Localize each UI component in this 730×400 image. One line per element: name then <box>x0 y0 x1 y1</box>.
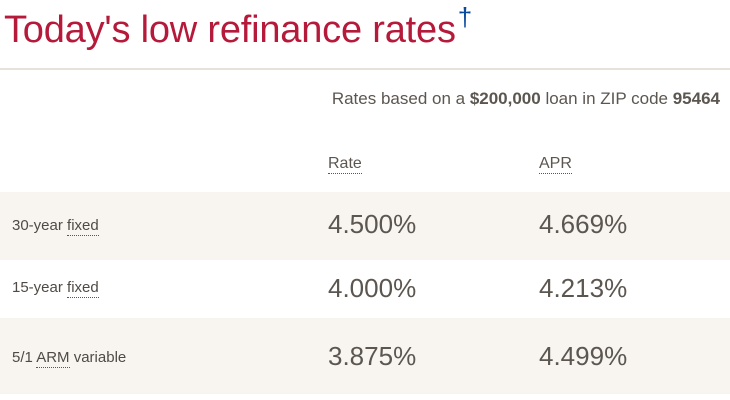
loan-note-middle: loan in ZIP code <box>540 89 673 108</box>
loan-amount: $200,000 <box>469 89 541 108</box>
page-title: Today's low refinance rates† <box>4 2 473 59</box>
term-text: 15-year <box>12 279 63 296</box>
page-title-text: Today's low refinance rates <box>4 9 456 51</box>
rate-header-label[interactable]: Rate <box>328 155 362 174</box>
arm-term-link[interactable]: ARM <box>36 349 70 368</box>
apr-value: 4.669% <box>539 209 628 239</box>
rate-value: 4.000% <box>328 273 417 303</box>
rate-value: 4.500% <box>328 209 417 239</box>
term-label: 30-year fixed <box>12 216 99 236</box>
table-row-15-year-fixed: 15-year fixed 4.000% 4.213% <box>0 260 730 328</box>
apr-value: 4.213% <box>539 273 628 303</box>
term-suffix: variable <box>73 349 127 366</box>
apr-header-label[interactable]: APR <box>539 155 572 174</box>
table-row-30-year-fixed: 30-year fixed 4.500% 4.669% <box>0 192 730 260</box>
term-label: 5/1 ARM variable <box>12 348 126 368</box>
rate-value: 3.875% <box>328 341 417 371</box>
header-divider <box>0 68 730 70</box>
apr-value: 4.499% <box>539 341 628 371</box>
term-label: 15-year fixed <box>12 278 99 298</box>
term-text: 30-year <box>12 217 63 234</box>
fixed-term-link[interactable]: fixed <box>67 279 99 298</box>
loan-note-prefix: Rates based on a <box>331 89 470 108</box>
term-text: 5/1 <box>12 349 33 366</box>
table-row-5-1-arm-variable: 5/1 ARM variable 3.875% 4.499% <box>0 318 730 394</box>
rate-column-header[interactable]: Rate <box>328 154 362 174</box>
dagger-footnote-link[interactable]: † <box>457 2 473 32</box>
fixed-term-link[interactable]: fixed <box>67 217 99 236</box>
loan-assumption-note: Rates based on a $200,000 loan in ZIP co… <box>332 88 720 110</box>
zip-code: 95464 <box>672 89 720 108</box>
apr-column-header[interactable]: APR <box>539 154 572 174</box>
